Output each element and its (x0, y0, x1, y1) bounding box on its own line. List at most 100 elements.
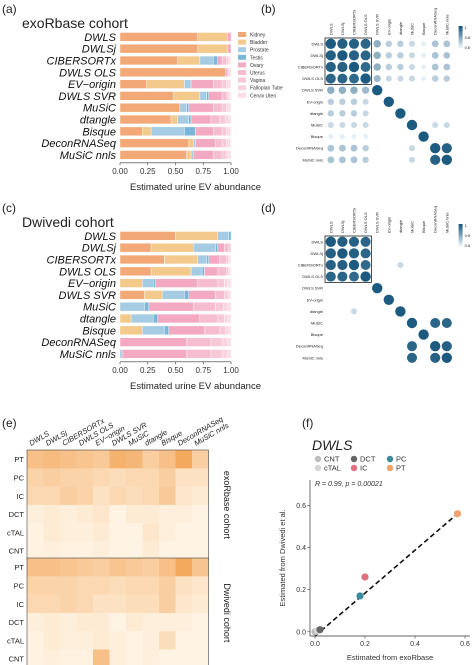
correlation-circle (328, 134, 334, 140)
bar-segment (217, 313, 225, 324)
bar-segment (221, 91, 227, 101)
legend-swatch (238, 70, 246, 75)
panel-a-letter: (a) (2, 2, 17, 16)
heatmap-row-label: DCT (9, 510, 25, 519)
legend-marker (386, 464, 394, 472)
correlation-circle (443, 40, 451, 48)
bar-segment (226, 91, 229, 101)
bar-segment (119, 114, 172, 125)
heatmap-cell (109, 612, 127, 632)
bar-segment (213, 103, 223, 113)
scale-step (458, 230, 463, 233)
heatmap-cell (192, 468, 209, 487)
bar-segment (224, 313, 228, 324)
matrix-row-label: MuSiC nnls (303, 355, 323, 360)
correlation-circle (360, 73, 371, 84)
correlation-circle (421, 52, 427, 58)
matrix-col-label: DWLS (328, 221, 333, 233)
heatmap-cell (175, 486, 193, 506)
matrix-row-label: DWLS OLS (302, 76, 323, 81)
y-tick-label: 0.2 (296, 587, 306, 594)
x-tick-label: 0.6 (460, 641, 470, 648)
correlation-circle (430, 317, 441, 329)
x-tick-label: 0.75 (195, 366, 211, 375)
matrix-col-label: CIBERSORTx (352, 10, 357, 35)
matrix-col-label: DWLS OLS (363, 212, 368, 233)
correlation-circle (443, 63, 451, 71)
bar-segment (146, 79, 185, 89)
bar-segment (221, 349, 228, 359)
bar-segment (221, 79, 227, 89)
bar-segment (227, 32, 232, 42)
bar-segment (226, 103, 229, 113)
correlation-circle (443, 121, 450, 129)
heatmap-cell (60, 486, 77, 506)
bar-segment (228, 103, 232, 113)
bar-segment (227, 349, 232, 359)
correlation-circle (430, 154, 441, 165)
correlation-circle (431, 52, 439, 59)
matrix-row-label: DWLS SVR (302, 88, 323, 93)
x-tick-label: 0.00 (112, 366, 128, 375)
heatmap-cell (43, 631, 61, 650)
bar-segment (226, 55, 229, 66)
bar-segment (122, 349, 187, 359)
matrix-row-label: Bisque (311, 134, 324, 139)
scale-step (458, 239, 463, 242)
bar-segment (217, 266, 227, 276)
bar-segment (119, 302, 145, 312)
legend-swatch (238, 77, 246, 83)
bar-segment (215, 243, 218, 253)
correlation-circle (408, 145, 416, 152)
bar-segment (119, 44, 198, 54)
heatmap-cell (175, 450, 193, 469)
correlation-circle (372, 85, 383, 96)
heatmap-row-label: PT (14, 455, 24, 464)
correlation-circle (325, 50, 336, 61)
x-axis-title: Estimated from exoRbase (347, 653, 433, 662)
heatmap-cell (192, 504, 209, 524)
correlation-circle (351, 134, 357, 139)
correlation-circle (362, 156, 369, 164)
correlation-circle (325, 259, 336, 271)
scale-step (458, 232, 463, 236)
heatmap-cell (142, 558, 160, 577)
heatmap-cell (43, 594, 61, 614)
heatmap-row-label: CNT (9, 655, 25, 664)
bar-segment (221, 103, 227, 113)
heatmap-cell (159, 631, 176, 650)
heatmap-cell (27, 541, 44, 560)
correlation-circle (406, 119, 418, 131)
matrix-col-label: DeconRNASeq (433, 206, 438, 233)
bar-segment (175, 231, 218, 241)
heatmap-cell (109, 576, 127, 595)
bar-segment (119, 290, 145, 300)
bar-segment (119, 313, 132, 324)
scale-step (458, 43, 463, 46)
correlation-circle (397, 52, 404, 59)
correlation-circle (441, 317, 452, 329)
heatmap-cell (142, 594, 160, 614)
bar-segment (226, 150, 229, 160)
heatmap-cell (159, 594, 176, 614)
heatmap-cell (76, 612, 94, 632)
correlation-circle (408, 63, 416, 71)
heatmap-row-label: PC (14, 473, 25, 482)
x-tick-label: 0.25 (140, 366, 156, 375)
panel-d-letter: (d) (261, 201, 276, 215)
correlation-circle (327, 121, 334, 129)
bar-segment (119, 325, 143, 335)
bar-segment (227, 337, 232, 347)
matrix-row-label: DWLS (311, 41, 323, 46)
correlation-circle (350, 110, 358, 117)
correlation-circle (360, 38, 371, 49)
matrix-row-label: Bisque (311, 332, 324, 337)
legend-label: PT (396, 464, 406, 473)
bar-segment (119, 138, 190, 148)
bar-segment (157, 313, 201, 324)
correlation-circle (348, 236, 360, 247)
bar-segment (199, 91, 207, 101)
heatmap-cell (60, 450, 77, 469)
legend-label: CNT (324, 455, 340, 464)
